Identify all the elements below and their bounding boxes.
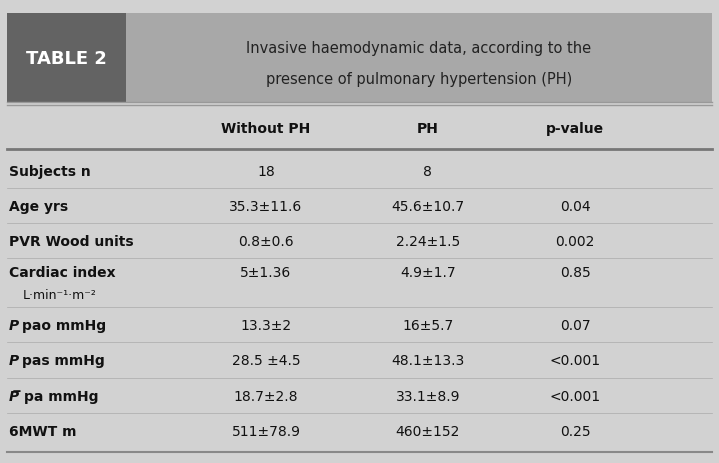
Text: PH: PH [417, 121, 439, 136]
Text: Cardiac index: Cardiac index [9, 266, 115, 280]
Bar [7, 413, 712, 448]
Bar [7, 224, 712, 259]
Bar [7, 14, 126, 104]
Text: 0.002: 0.002 [556, 235, 595, 249]
Text: <0.001: <0.001 [549, 389, 601, 403]
Text: Subjects n: Subjects n [9, 165, 91, 179]
Text: Without PH: Without PH [221, 121, 311, 136]
Text: 0.04: 0.04 [560, 200, 590, 213]
Text: 13.3±2: 13.3±2 [240, 319, 292, 333]
Bar [7, 343, 712, 378]
Bar [7, 154, 712, 189]
Text: 18.7±2.8: 18.7±2.8 [234, 389, 298, 403]
Text: pao mmHg: pao mmHg [22, 319, 106, 333]
Text: P̅: P̅ [9, 389, 19, 403]
Bar [7, 104, 712, 153]
Text: 33.1±8.9: 33.1±8.9 [395, 389, 460, 403]
Text: 8: 8 [423, 165, 432, 179]
Text: p-value: p-value [546, 121, 604, 136]
Text: 460±152: 460±152 [395, 424, 460, 438]
Text: Invasive haemodynamic data, according to the: Invasive haemodynamic data, according to… [246, 41, 592, 56]
Bar [7, 308, 712, 343]
Bar [7, 259, 712, 308]
Text: 0.25: 0.25 [560, 424, 590, 438]
Text: 45.6±10.7: 45.6±10.7 [391, 200, 464, 213]
Text: Age yrs: Age yrs [9, 200, 68, 213]
Text: 16±5.7: 16±5.7 [402, 319, 454, 333]
Text: 0.8±0.6: 0.8±0.6 [238, 235, 294, 249]
Text: presence of pulmonary hypertension (PH): presence of pulmonary hypertension (PH) [266, 71, 572, 87]
Text: <0.001: <0.001 [549, 354, 601, 368]
Bar [7, 378, 712, 413]
Text: 4.9±1.7: 4.9±1.7 [400, 266, 456, 280]
Text: P: P [9, 354, 19, 368]
Text: L·min⁻¹·m⁻²: L·min⁻¹·m⁻² [23, 288, 97, 301]
Text: 0.07: 0.07 [560, 319, 590, 333]
Text: 511±78.9: 511±78.9 [232, 424, 301, 438]
Text: P: P [9, 319, 19, 333]
Text: 48.1±13.3: 48.1±13.3 [391, 354, 464, 368]
Text: PVR Wood units: PVR Wood units [9, 235, 133, 249]
Text: TABLE 2: TABLE 2 [26, 50, 107, 68]
Text: 0.85: 0.85 [560, 266, 590, 280]
Text: pa mmHg: pa mmHg [24, 389, 99, 403]
Text: 5±1.36: 5±1.36 [240, 266, 292, 280]
Text: 28.5 ±4.5: 28.5 ±4.5 [232, 354, 301, 368]
Bar [126, 14, 712, 104]
Text: 6MWT m: 6MWT m [9, 424, 76, 438]
Text: 35.3±11.6: 35.3±11.6 [229, 200, 303, 213]
Text: pas mmHg: pas mmHg [22, 354, 104, 368]
Bar [7, 189, 712, 224]
Text: 2.24±1.5: 2.24±1.5 [395, 235, 460, 249]
Text: 18: 18 [257, 165, 275, 179]
